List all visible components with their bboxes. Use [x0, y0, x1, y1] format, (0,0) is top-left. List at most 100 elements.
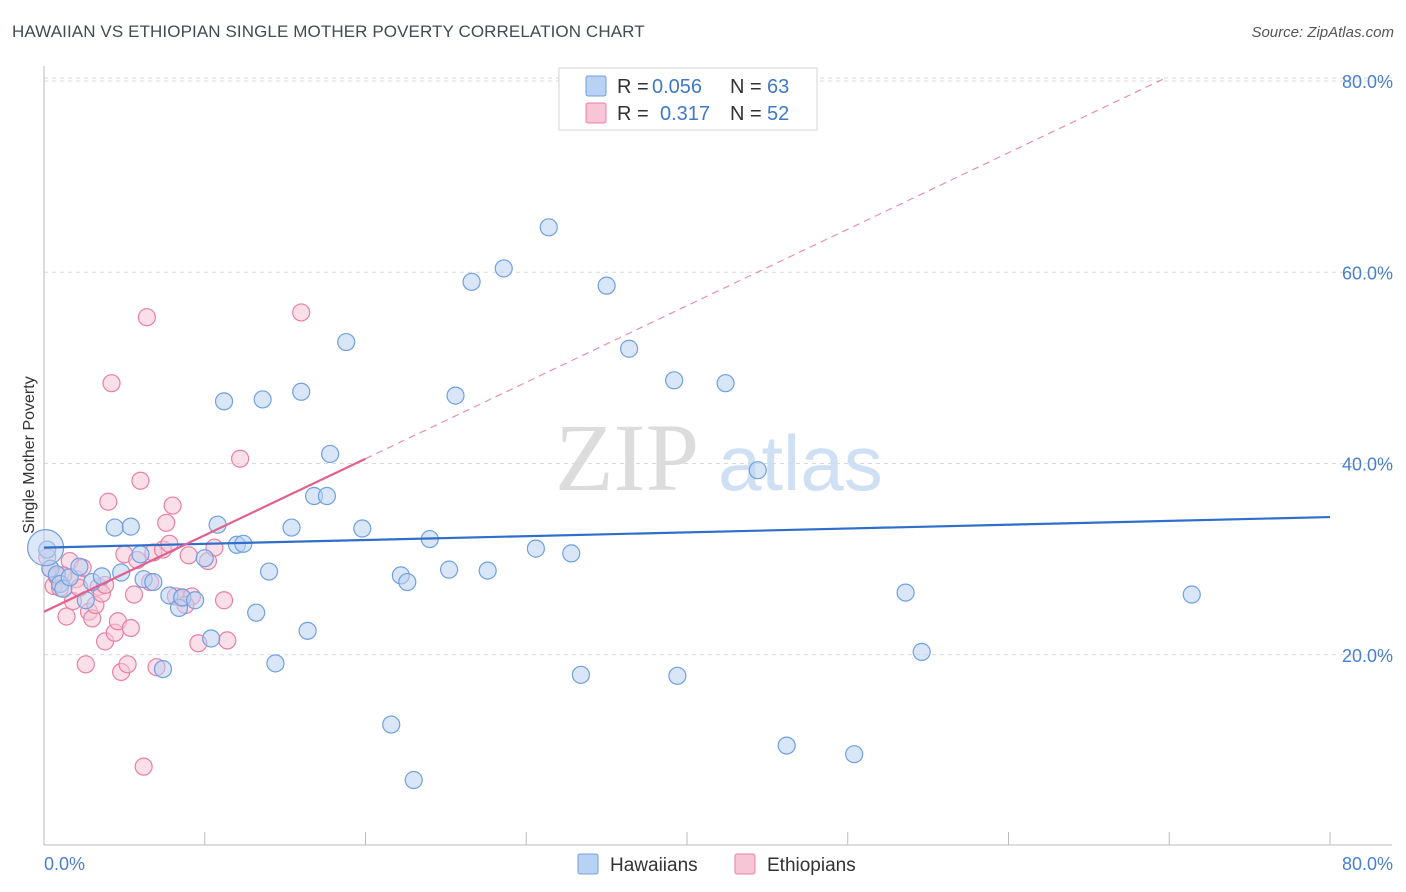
ethiopian-point [163, 496, 182, 515]
trend-lines [43, 77, 1331, 613]
hawaiian-point [153, 659, 173, 679]
ethiopian-point [131, 471, 150, 490]
hawaiian-point [398, 572, 417, 592]
hawaiian-point [70, 557, 89, 576]
legend-n-label-2: N = [730, 103, 762, 125]
hawaiian-point [526, 539, 545, 558]
legend-swatch-ethiopians [585, 102, 607, 124]
y-tick-label: 60.0% [1342, 263, 1393, 283]
hawaiian-point [282, 518, 301, 537]
ethiopian-point [102, 374, 121, 393]
hawaiian-point [620, 339, 639, 358]
hawaiian-point [1182, 585, 1201, 604]
hawaiian-point [539, 218, 558, 237]
ethiopian-point [218, 631, 237, 650]
legend-n-label-1: N = [730, 76, 762, 98]
ethiopian-point [134, 757, 153, 776]
hawaiian-point [404, 770, 423, 790]
hawaiians-trend-line [43, 515, 1331, 549]
hawaiian-point [597, 276, 616, 295]
hawaiian-point [247, 603, 266, 622]
ethiopian-point [214, 591, 234, 610]
hawaiian-point [462, 272, 481, 291]
hawaiian-point [195, 549, 214, 568]
series-legend-ethiopians: Ethiopians [767, 855, 856, 876]
y-axis-label: Single Mother Poverty [21, 376, 38, 533]
hawaiian-point [777, 736, 796, 755]
correlation-legend: R = 0.056 N = 63 R = 0.317 N = 52 [558, 67, 818, 131]
hawaiian-point [186, 591, 205, 610]
hawaiian-point [321, 444, 340, 464]
hawaiian-point [382, 715, 401, 734]
ethiopian-point [137, 308, 156, 327]
ethiopian-point [124, 585, 144, 604]
ethiopians-trend-extension [365, 77, 1166, 460]
hawaiian-point [266, 654, 285, 673]
hawaiian-point [716, 374, 735, 393]
hawaiian-point [317, 486, 337, 506]
ethiopian-point [231, 449, 250, 468]
hawaiian-point [748, 461, 767, 480]
x-tick-label-min: 0.0% [44, 854, 85, 874]
y-tick-label: 20.0% [1342, 646, 1393, 666]
hawaiian-point [131, 545, 150, 564]
legend-swatch-hawaiians [585, 75, 607, 97]
ethiopian-point [99, 492, 118, 511]
ethiopian-point [57, 607, 76, 626]
hawaiian-point [253, 390, 272, 409]
series-legend: Hawaiians Ethiopians [577, 853, 856, 876]
y-tick-labels: 20.0% 40.0% 60.0% 80.0% [1342, 72, 1393, 666]
ethiopian-point [118, 655, 137, 674]
hawaiian-point [446, 386, 465, 405]
legend-n-value-2: 52 [767, 103, 789, 125]
ethiopians-trend-line [43, 457, 366, 613]
legend-r-label-1: R = [617, 76, 649, 98]
x-tick-label-max: 80.0% [1342, 854, 1393, 874]
hawaiian-point [121, 517, 140, 536]
hawaiian-point [912, 642, 931, 661]
hawaiians-points [27, 218, 1201, 790]
y-tick-label: 40.0% [1342, 455, 1393, 475]
ethiopian-point [76, 655, 95, 674]
ethiopians-points [38, 303, 311, 776]
legend-r-value-1: 0.056 [652, 76, 702, 98]
hawaiian-point [214, 392, 234, 411]
watermark-zip: ZIP [555, 404, 699, 511]
axes [43, 66, 1392, 846]
hawaiian-point [105, 518, 124, 537]
legend-r-value-2: 0.317 [660, 103, 710, 125]
hawaiian-point [337, 332, 356, 352]
hawaiian-point [896, 583, 915, 602]
hawaiian-point [202, 629, 221, 648]
y-tick-label: 80.0% [1342, 72, 1393, 92]
series-legend-swatch-hawaiians [577, 853, 599, 875]
hawaiian-point [571, 665, 591, 684]
hawaiian-point [292, 382, 311, 401]
hawaiian-point [353, 519, 372, 538]
hawaiian-point [494, 259, 513, 278]
hawaiian-point [439, 560, 459, 579]
ethiopian-point [121, 618, 140, 638]
hawaiian-point [144, 572, 163, 592]
hawaiian-point [259, 562, 279, 581]
x-axis-ticks [43, 832, 1331, 845]
hawaiian-point [665, 371, 684, 390]
watermark: ZIP atlas [555, 404, 883, 511]
hawaiian-point [298, 621, 317, 640]
gridlines [44, 77, 1392, 656]
legend-n-value-1: 63 [767, 76, 789, 98]
hawaiian-point [668, 666, 687, 685]
ethiopian-point [179, 546, 198, 565]
series-legend-swatch-ethiopians [734, 853, 756, 875]
hawaiian-point [208, 515, 227, 534]
legend-r-label-2: R = [617, 103, 649, 125]
hawaiian-point [845, 745, 864, 764]
hawaiian-point [478, 561, 497, 580]
chart-title: HAWAIIAN VS ETHIOPIAN SINGLE MOTHER POVE… [12, 22, 645, 41]
ethiopian-point [157, 513, 176, 532]
series-legend-hawaiians: Hawaiians [610, 855, 698, 876]
ethiopian-point [292, 303, 311, 322]
source-label: Source: ZipAtlas.com [1251, 24, 1394, 41]
hawaiian-point [562, 544, 581, 563]
